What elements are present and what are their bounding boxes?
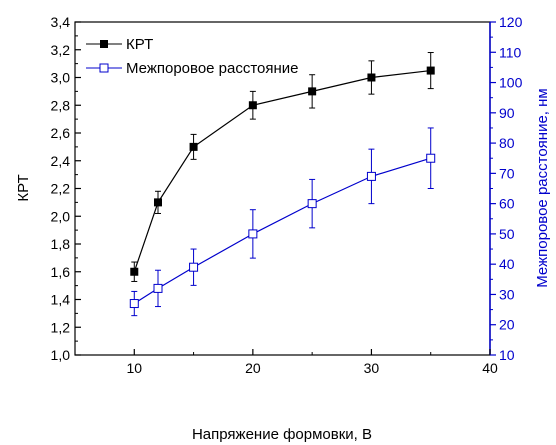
y-left-tick-label: 3,4 (51, 14, 71, 30)
x-tick-label: 30 (364, 360, 380, 376)
x-tick-label: 20 (245, 360, 261, 376)
y-right-tick-label: 90 (499, 105, 515, 121)
y-axis-left-title: КРТ (15, 174, 32, 201)
y-right-tick-label: 10 (499, 347, 515, 363)
y-left-tick-label: 2,6 (51, 125, 71, 141)
y-right-tick-label: 20 (499, 317, 515, 333)
data-point-interpore (366, 171, 376, 181)
y-right-tick-label: 120 (499, 14, 523, 30)
y-left-tick-label: 2,8 (51, 97, 71, 113)
data-point-interpore (129, 299, 139, 309)
data-point-krt (426, 66, 435, 75)
y-left-tick-label: 1,8 (51, 236, 71, 252)
legend-label-interpore: Межпоровое расстояние (126, 60, 299, 77)
y-right-tick-label: 60 (499, 196, 515, 212)
y-axis-right-title: Межпоровое расстояние, нм (534, 88, 551, 287)
data-point-krt (248, 101, 257, 110)
y-right-tick-label: 30 (499, 286, 515, 302)
legend-marker-interpore (99, 63, 109, 73)
y-right-tick-label: 40 (499, 256, 515, 272)
legend-label-krt: КРТ (126, 36, 153, 53)
series-layer (129, 52, 436, 317)
y-left-tick-label: 2,2 (51, 181, 71, 197)
y-right-tick-label: 70 (499, 165, 515, 181)
x-axis-title: Напряжение формовки, В (192, 426, 372, 443)
series-line-0 (133, 69, 431, 272)
legend-marker-krt (100, 40, 108, 48)
y-left-tick-label: 1,6 (51, 264, 71, 280)
y-right-tick-label: 50 (499, 226, 515, 242)
y-right-tick-label: 110 (499, 44, 522, 60)
y-left-tick-label: 2,0 (51, 208, 71, 224)
y-left-tick-label: 3,0 (51, 70, 71, 86)
data-point-interpore (307, 199, 317, 209)
data-point-krt (367, 73, 376, 82)
y-right-tick-label: 80 (499, 135, 515, 151)
x-tick-label: 10 (126, 360, 142, 376)
data-point-interpore (189, 262, 199, 272)
data-point-interpore (153, 283, 163, 293)
y-left-tick-label: 1,2 (51, 319, 71, 335)
legend: КРТ Межпоровое расстояние (86, 36, 299, 77)
series-line-1 (133, 157, 431, 305)
y-left-tick-label: 2,4 (51, 153, 71, 169)
y-left-tick-label: 1,4 (51, 292, 71, 308)
data-point-interpore (426, 153, 436, 163)
y-right-tick-label: 100 (499, 75, 523, 91)
data-point-krt (189, 142, 198, 151)
data-point-krt (130, 267, 139, 276)
data-point-krt (308, 87, 317, 96)
y-left-tick-label: 1,0 (51, 347, 71, 363)
data-point-krt (154, 198, 162, 207)
x-tick-label: 40 (482, 360, 498, 376)
ticks-layer: 10 20 30 40 1,0 1,2 1,4 1,6 1,8 2,0 2,2 2,4 2,6 2,8 3,… (51, 14, 523, 376)
y-left-tick-label: 3,2 (51, 42, 71, 58)
data-point-interpore (248, 229, 258, 239)
